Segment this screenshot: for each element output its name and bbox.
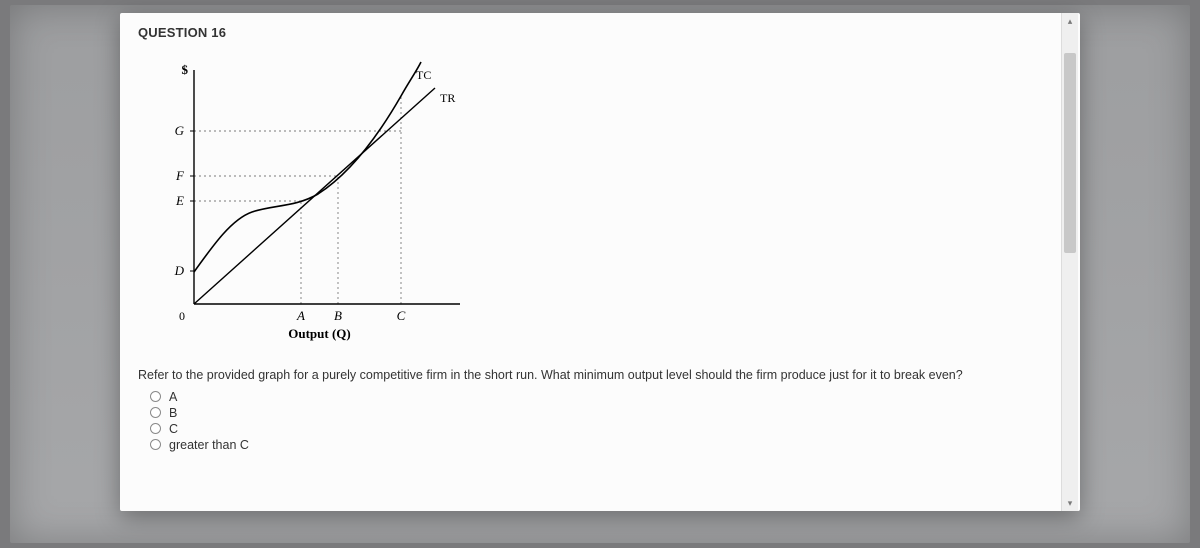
tc-tr-chart: D EF G A B C TC TR $0 Output (Q) — [148, 44, 488, 354]
question-number: QUESTION 16 — [138, 25, 1050, 40]
svg-text:D: D — [174, 263, 185, 278]
svg-text:A: A — [296, 308, 305, 323]
svg-text:$: $ — [182, 62, 189, 77]
svg-text:Output (Q): Output (Q) — [288, 326, 350, 341]
radio-icon[interactable] — [150, 439, 161, 450]
option-label: B — [169, 406, 177, 420]
scrollbar-thumb[interactable] — [1064, 53, 1076, 253]
svg-text:G: G — [175, 123, 185, 138]
svg-text:B: B — [334, 308, 342, 323]
svg-text:TR: TR — [440, 91, 455, 105]
photo-frame: QUESTION 16 DEFGABCTCTR$0Output (Q) Refe… — [10, 5, 1190, 543]
radio-icon[interactable] — [150, 407, 161, 418]
answer-options: ABCgreater than C — [138, 390, 1050, 452]
scrollbar-down-arrow[interactable]: ▾ — [1062, 495, 1078, 511]
scrollbar-up-arrow[interactable]: ▴ — [1062, 13, 1078, 29]
content-area: QUESTION 16 DEFGABCTCTR$0Output (Q) Refe… — [138, 25, 1050, 499]
radio-icon[interactable] — [150, 391, 161, 402]
option-c[interactable]: C — [150, 422, 1050, 436]
svg-text:C: C — [397, 308, 406, 323]
option-label: A — [169, 390, 177, 404]
option-b[interactable]: B — [150, 406, 1050, 420]
svg-text:0: 0 — [179, 309, 185, 323]
option-greater-than-c[interactable]: greater than C — [150, 438, 1050, 452]
option-label: greater than C — [169, 438, 249, 452]
quiz-screen: QUESTION 16 DEFGABCTCTR$0Output (Q) Refe… — [120, 13, 1080, 511]
svg-text:F: F — [175, 168, 185, 183]
vertical-scrollbar[interactable]: ▴ ▾ — [1061, 13, 1078, 511]
chart-svg: D EF G A B C TC TR $0 Output (Q) — [148, 44, 488, 354]
radio-icon[interactable] — [150, 423, 161, 434]
svg-text:TC: TC — [416, 68, 431, 82]
question-text: Refer to the provided graph for a purely… — [138, 368, 1050, 384]
option-label: C — [169, 422, 178, 436]
svg-text:E: E — [175, 193, 184, 208]
option-a[interactable]: A — [150, 390, 1050, 404]
